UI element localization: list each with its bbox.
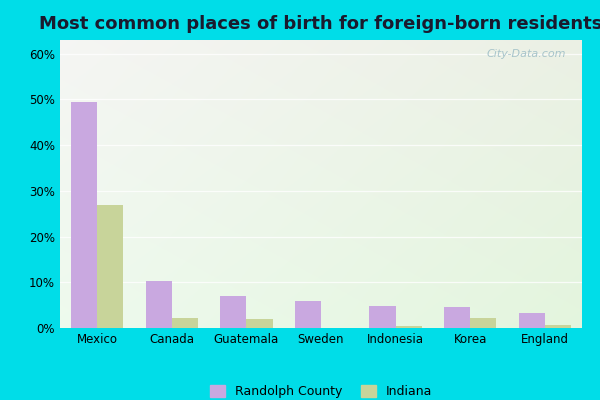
Legend: Randolph County, Indiana: Randolph County, Indiana <box>205 380 437 400</box>
Bar <box>172 318 198 328</box>
Bar <box>97 204 124 328</box>
Bar <box>518 313 545 328</box>
Bar <box>370 306 395 328</box>
Bar <box>247 319 272 328</box>
Bar <box>470 318 496 328</box>
Bar <box>220 296 247 328</box>
Bar <box>295 300 321 328</box>
Text: City-Data.com: City-Data.com <box>487 49 566 59</box>
Bar <box>545 325 571 328</box>
Bar <box>146 281 172 328</box>
Bar <box>71 102 97 328</box>
Title: Most common places of birth for foreign-born residents: Most common places of birth for foreign-… <box>40 15 600 33</box>
Bar <box>444 307 470 328</box>
Bar <box>395 326 422 328</box>
